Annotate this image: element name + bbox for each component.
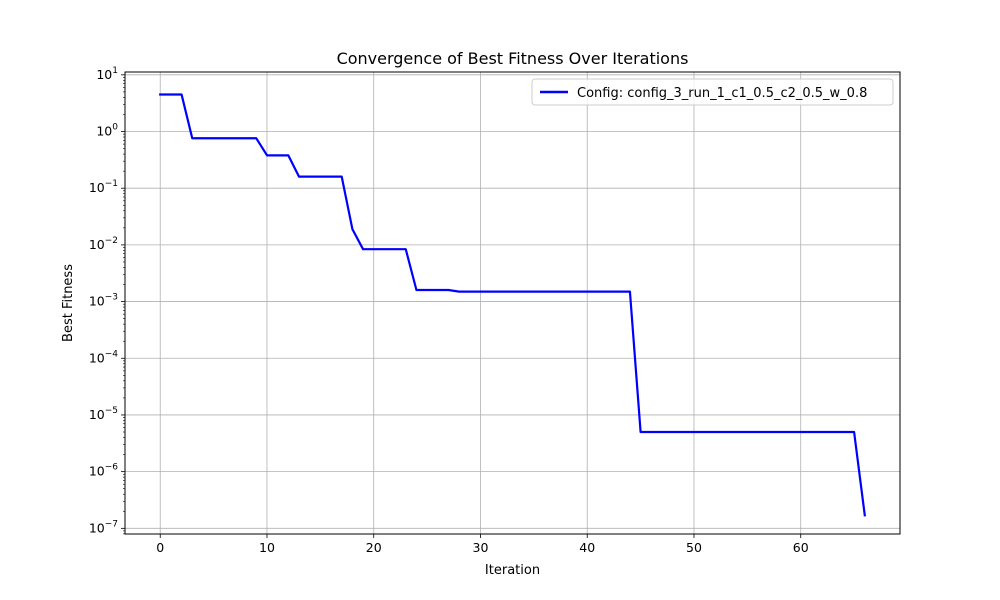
y-tick-label: 10−7 [89,519,118,535]
y-axis-label: Best Fitness [61,264,76,342]
y-tick-label: 10−6 [89,463,118,479]
y-tick-base: 10 [89,464,105,479]
y-tick-base: 10 [89,350,105,365]
x-tick-label: 60 [793,540,809,555]
x-tick-label: 10 [259,540,275,555]
y-tick-label: 10−1 [89,179,118,195]
y-tick-label: 100 [96,123,118,139]
x-tick-label: 0 [156,540,164,555]
y-tick-base: 10 [89,237,105,252]
y-tick-base: 10 [89,520,105,535]
y-tick-label: 101 [96,66,118,82]
x-tick-label: 40 [579,540,595,555]
y-tick-label: 10−5 [89,406,118,422]
legend: Config: config_3_run_1_c1_0.5_c2_0.5_w_0… [531,78,894,106]
y-tick-exponent: −3 [105,293,118,303]
y-tick-exponent: 1 [112,66,118,76]
x-tick-label: 50 [686,540,702,555]
y-tick-label: 10−2 [89,236,118,252]
y-tick-exponent: −4 [105,349,119,359]
series-line [159,93,867,517]
y-tick-label: 10−4 [89,349,118,365]
x-tick-label: 30 [473,540,489,555]
plot-background [125,72,900,534]
x-axis: 0 10 20 30 40 50 60 [156,534,809,555]
y-tick-base: 10 [89,180,105,195]
x-axis-label: Iteration [485,563,540,578]
plot-frame [124,71,901,535]
x-tick-label: 20 [366,540,382,555]
chart-title: Convergence of Best Fitness Over Iterati… [337,49,689,68]
legend-box [531,78,894,106]
y-tick-base: 10 [89,407,105,422]
legend-label: Config: config_3_run_1_c1_0.5_c2_0.5_w_0… [577,86,867,101]
series-layer [159,93,867,517]
y-tick-exponent: −2 [105,236,118,246]
y-tick-exponent: −1 [105,179,118,189]
grid [125,72,900,534]
y-tick-base: 10 [89,294,105,309]
y-tick-exponent: −5 [105,406,118,416]
y-tick-base: 10 [96,67,112,82]
y-tick-exponent: −6 [105,463,119,473]
y-tick-base: 10 [96,124,112,139]
y-tick-label: 10−3 [89,293,118,309]
y-tick-exponent: 0 [112,123,118,133]
y-tick-exponent: −7 [105,519,118,529]
